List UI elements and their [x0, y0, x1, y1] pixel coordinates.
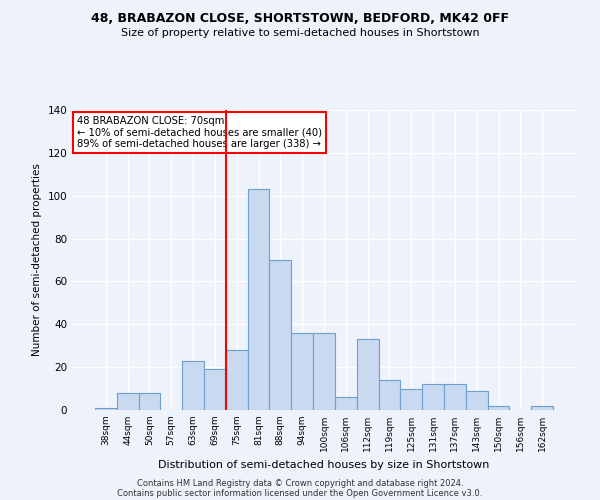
Bar: [400, 388, 422, 410]
Y-axis label: Number of semi-detached properties: Number of semi-detached properties: [32, 164, 42, 356]
Bar: [531, 406, 553, 410]
Bar: [226, 350, 248, 410]
Bar: [291, 333, 313, 410]
Bar: [182, 360, 204, 410]
Text: 48 BRABAZON CLOSE: 70sqm
← 10% of semi-detached houses are smaller (40)
89% of s: 48 BRABAZON CLOSE: 70sqm ← 10% of semi-d…: [77, 116, 322, 149]
Bar: [269, 260, 291, 410]
Bar: [248, 190, 269, 410]
Bar: [139, 393, 160, 410]
X-axis label: Distribution of semi-detached houses by size in Shortstown: Distribution of semi-detached houses by …: [158, 460, 490, 469]
Bar: [379, 380, 400, 410]
Bar: [357, 340, 379, 410]
Bar: [444, 384, 466, 410]
Text: Contains public sector information licensed under the Open Government Licence v3: Contains public sector information licen…: [118, 488, 482, 498]
Text: Contains HM Land Registry data © Crown copyright and database right 2024.: Contains HM Land Registry data © Crown c…: [137, 478, 463, 488]
Bar: [204, 370, 226, 410]
Bar: [95, 408, 117, 410]
Bar: [335, 397, 357, 410]
Bar: [488, 406, 509, 410]
Bar: [117, 393, 139, 410]
Bar: [313, 333, 335, 410]
Text: 48, BRABAZON CLOSE, SHORTSTOWN, BEDFORD, MK42 0FF: 48, BRABAZON CLOSE, SHORTSTOWN, BEDFORD,…: [91, 12, 509, 26]
Bar: [422, 384, 444, 410]
Bar: [466, 390, 488, 410]
Text: Size of property relative to semi-detached houses in Shortstown: Size of property relative to semi-detach…: [121, 28, 479, 38]
